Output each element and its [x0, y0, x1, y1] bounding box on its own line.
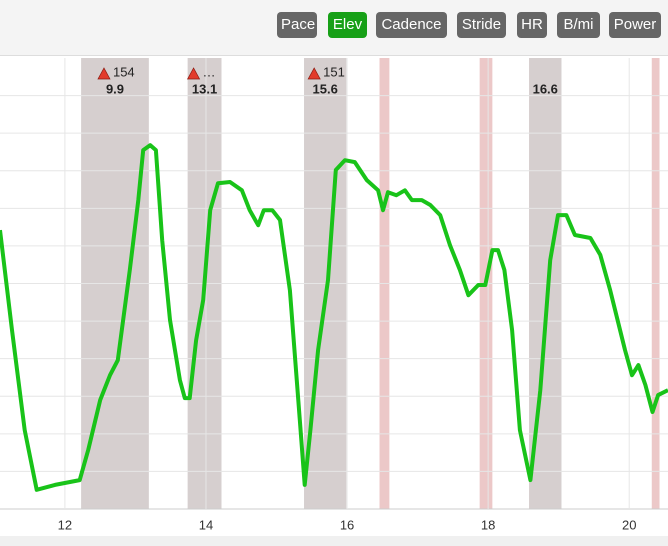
mile-label: 13.1	[192, 81, 217, 96]
toggle-button[interactable]: Cadence	[376, 12, 447, 38]
alert-icon	[97, 67, 111, 80]
hr-label: 151	[323, 64, 345, 79]
alert-icon	[186, 67, 201, 80]
x-tick-label: 12	[58, 517, 72, 532]
x-tick-label: 14	[199, 517, 213, 532]
toggle-button[interactable]: B/mi	[557, 12, 600, 38]
mile-label: 15.6	[313, 81, 338, 96]
toggle-button[interactable]: Pace	[277, 12, 317, 38]
toggle-button[interactable]: Power	[609, 12, 661, 38]
mile-label: 16.6	[533, 81, 558, 96]
toggle-button[interactable]: Elev	[328, 12, 367, 38]
x-tick-label: 18	[481, 517, 495, 532]
hr-label: …	[203, 64, 216, 79]
toggle-button[interactable]: Stride	[457, 12, 506, 38]
toolbar: Pace Elev Cadence Stride HR B/mi Power	[0, 0, 668, 56]
x-tick-label: 20	[622, 517, 636, 532]
bottom-strip	[0, 536, 668, 546]
toggle-button[interactable]: HR	[517, 12, 547, 38]
elevation-line	[0, 143, 668, 492]
alert-icon	[307, 67, 321, 80]
hr-label: 154	[113, 64, 135, 79]
x-tick-label: 16	[340, 517, 354, 532]
mile-label: 9.9	[106, 81, 124, 96]
